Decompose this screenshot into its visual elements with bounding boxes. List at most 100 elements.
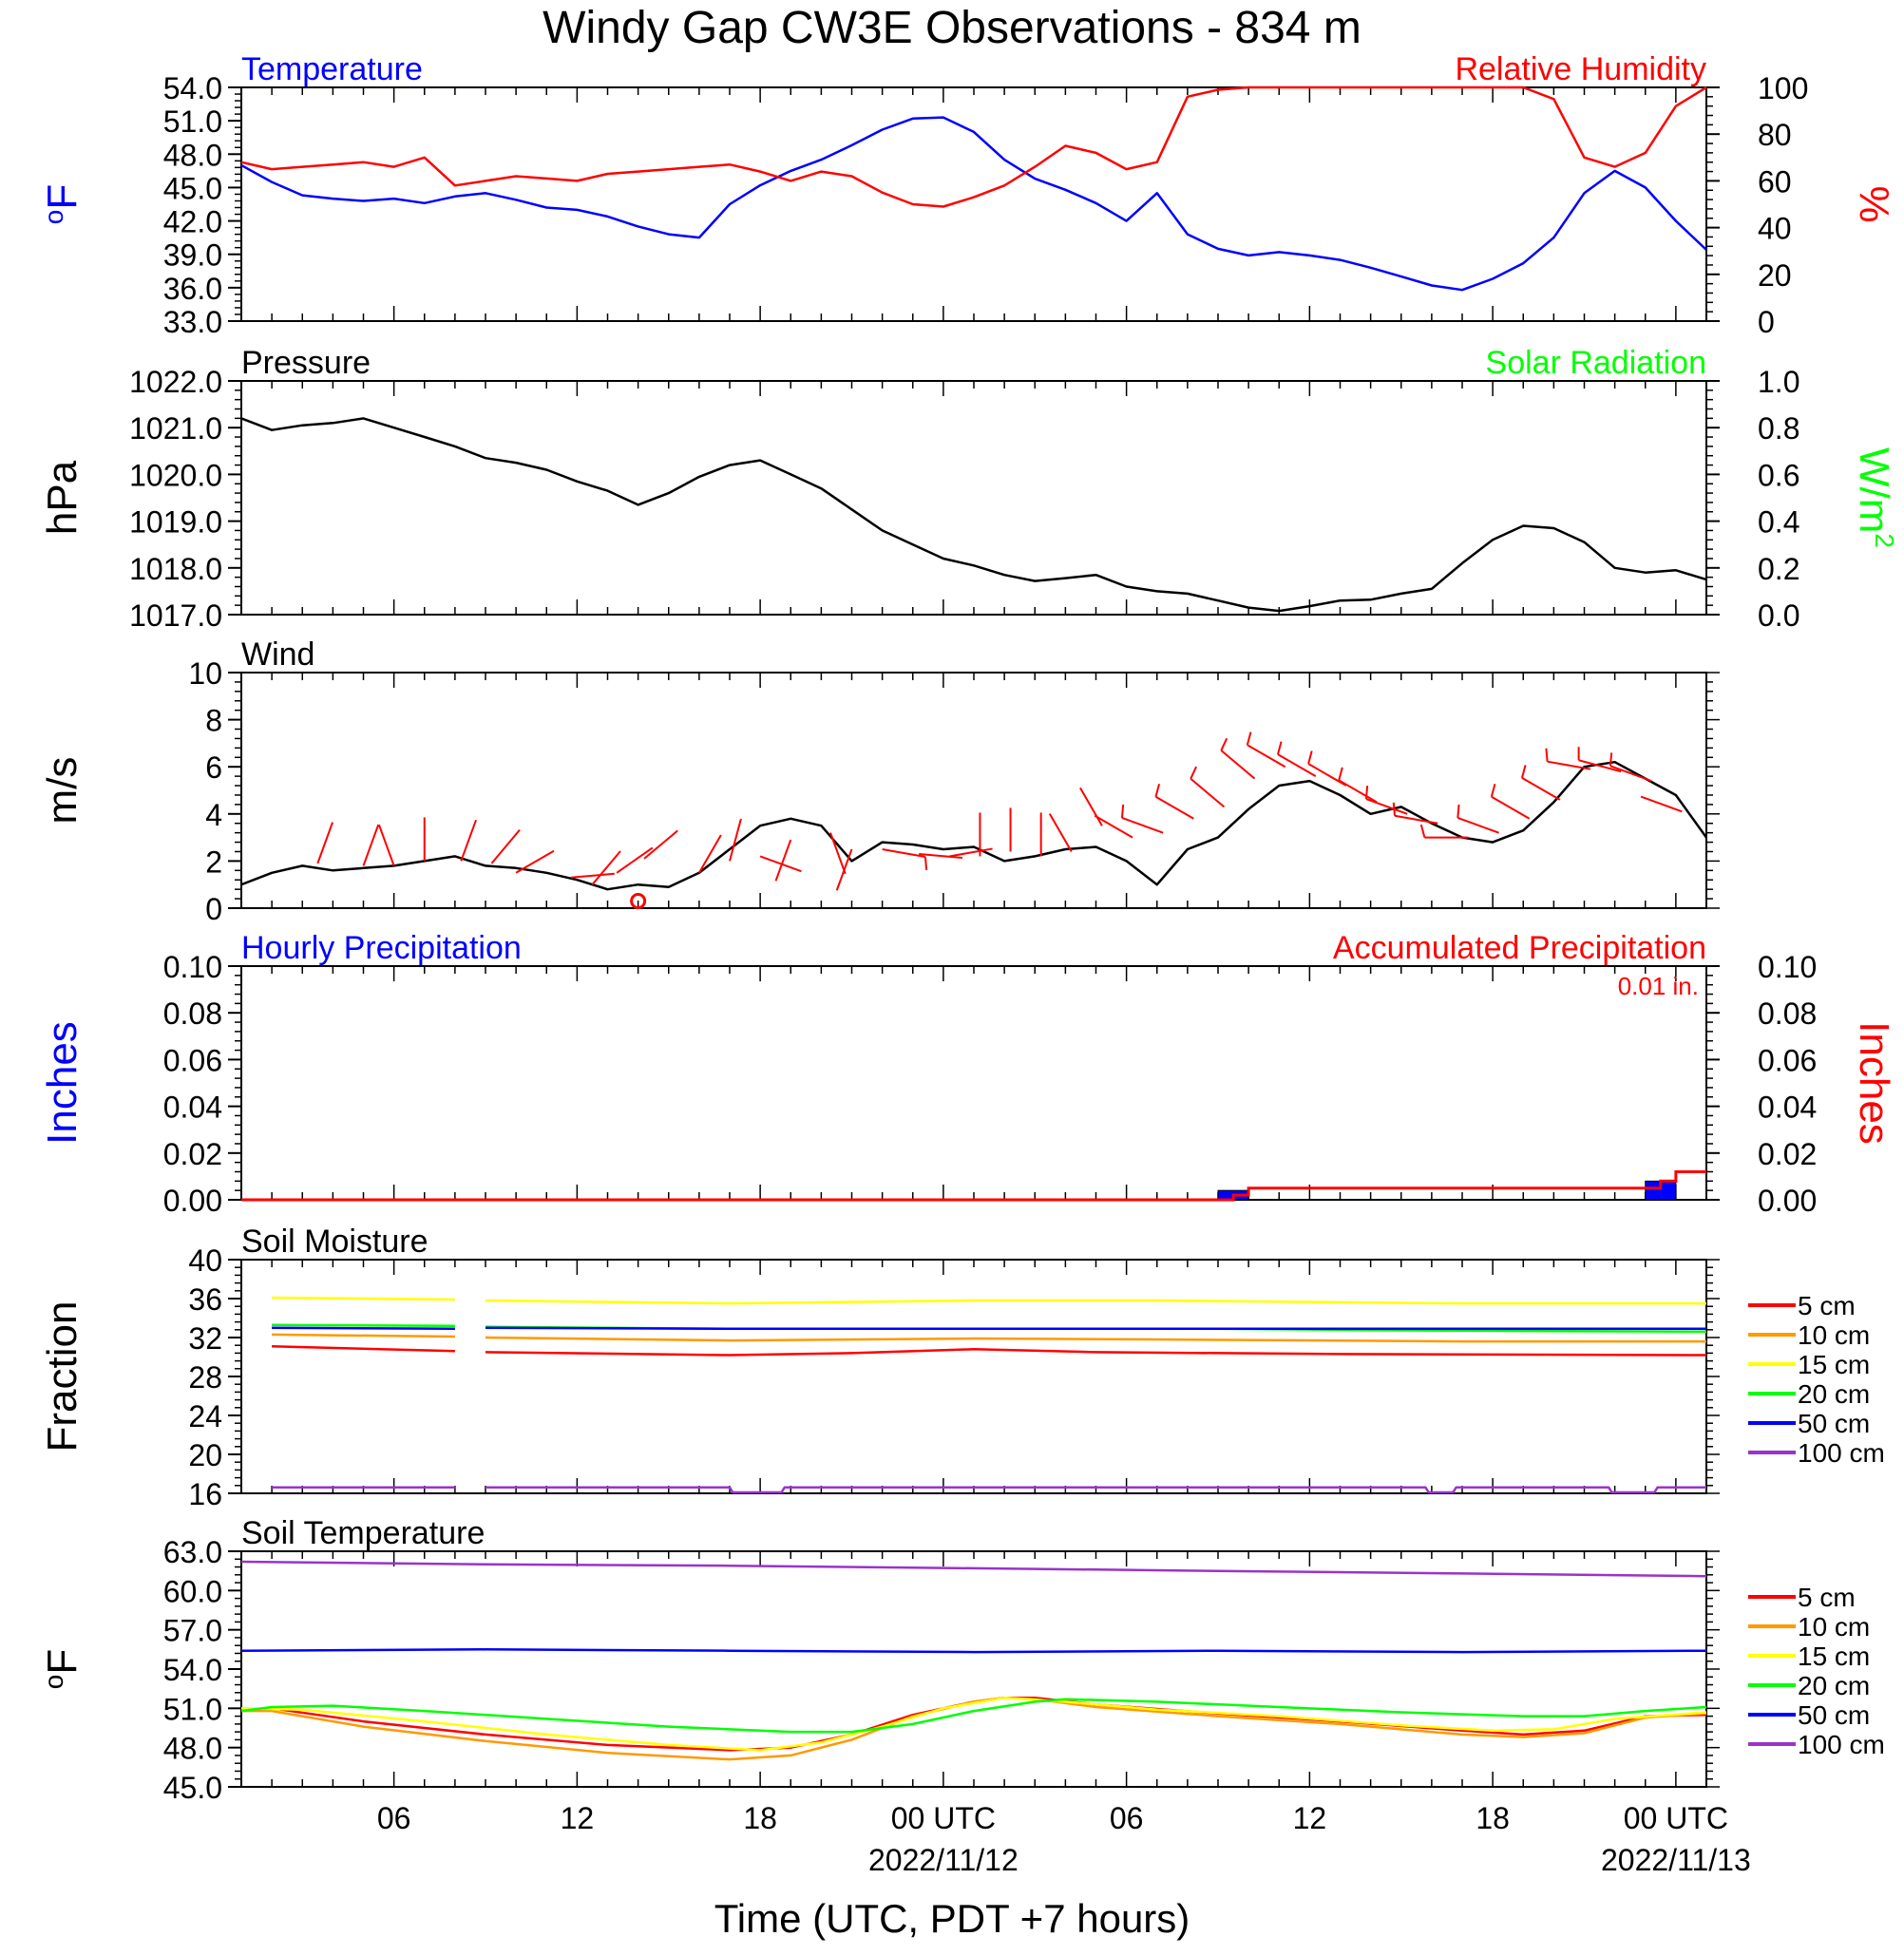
wind-barb <box>1048 813 1073 852</box>
series-line-20-cm <box>272 1323 455 1327</box>
y-tick-label: 39.0 <box>163 238 222 273</box>
y-tick-label: 1022.0 <box>129 365 222 399</box>
y-right-tick-label: 0.8 <box>1758 411 1799 446</box>
wind-barb-flag <box>1545 748 1549 762</box>
panel-title-right: Solar Radiation <box>1486 345 1706 381</box>
y-tick-label: 32 <box>188 1321 222 1356</box>
wind-barb <box>316 822 333 864</box>
wind-barb-flag <box>1220 737 1228 751</box>
x-tick-label: 18 <box>743 1801 777 1835</box>
y-tick-label: 0.08 <box>163 996 222 1031</box>
wind-barb <box>570 872 615 879</box>
panel-soil_moisture <box>228 1259 1796 1494</box>
wind-barb <box>759 855 802 873</box>
x-tick-label: 00 UTC <box>1624 1801 1728 1835</box>
wind-barb <box>515 849 555 874</box>
y-tick-label: 1021.0 <box>129 411 222 446</box>
series-line-50-cm <box>485 1326 1706 1331</box>
y-right-tick-label: 0.06 <box>1758 1043 1817 1077</box>
y-tick-label: 8 <box>205 704 222 738</box>
panel-title-left: Temperature <box>241 51 423 87</box>
x-date-label: 2022/11/13 <box>1601 1843 1751 1877</box>
wind-barb <box>490 828 521 864</box>
y-right-tick-label: 100 <box>1758 71 1808 105</box>
series-line-50-cm <box>240 1648 1707 1654</box>
y-tick-label: 48.0 <box>163 1732 222 1766</box>
panel-frame <box>240 86 1707 322</box>
legend-label: 100 cm <box>1798 1438 1885 1468</box>
y-tick-label: 2 <box>205 845 222 879</box>
x-tick-label: 12 <box>1293 1801 1327 1835</box>
y-axis-label-left: Fraction <box>39 1301 86 1452</box>
y-right-tick-label: 0.00 <box>1758 1184 1817 1218</box>
wind-barb <box>1307 763 1347 787</box>
panel-wind <box>228 672 1720 910</box>
precip-total-annotation: 0.01 in. <box>1618 972 1699 1000</box>
panel-frame <box>240 965 1707 1201</box>
series-line-15-cm <box>240 1697 1707 1752</box>
wind-barb <box>377 824 395 866</box>
y-axis-label-left: oF <box>39 184 86 224</box>
y-axis-label-left: m/s <box>39 757 86 825</box>
wind-barb <box>1220 750 1256 780</box>
wind-barb <box>1154 795 1194 820</box>
y-tick-label: 36 <box>188 1282 222 1317</box>
wind-barb <box>1094 814 1133 839</box>
panel-precip <box>228 965 1720 1202</box>
y-tick-label: 54.0 <box>163 71 222 105</box>
wind-barb-flag <box>923 856 928 871</box>
wind-barb <box>1079 787 1103 826</box>
series-line-15-cm <box>272 1296 455 1301</box>
series-line-relative-humidity <box>240 85 1707 208</box>
panel-title-left: Wind <box>241 636 314 673</box>
panel-frame <box>240 1259 1707 1494</box>
wind-barb <box>591 850 621 885</box>
wind-barb <box>829 832 847 875</box>
y-tick-label: 0.10 <box>163 950 222 984</box>
series-line-5-cm <box>240 1697 1707 1752</box>
x-tick-label: 12 <box>561 1801 595 1835</box>
series-line-20-cm <box>240 1698 1707 1734</box>
wind-barb-flag <box>1154 783 1161 798</box>
wind-barb <box>1521 777 1561 801</box>
y-tick-label: 1017.0 <box>129 598 222 633</box>
series-line-10-cm <box>272 1333 455 1338</box>
panel-title-left: Soil Moisture <box>241 1224 428 1260</box>
wind-barb <box>1578 759 1622 773</box>
legend-label: 5 cm <box>1798 1291 1856 1320</box>
wind-barb <box>616 846 654 874</box>
x-tick-label: 06 <box>377 1801 411 1835</box>
panel-frame <box>240 672 1707 909</box>
wind-barb <box>1121 816 1164 834</box>
y-tick-label: 24 <box>188 1399 222 1433</box>
series-line-15-cm <box>485 1299 1706 1305</box>
y-tick-label: 57.0 <box>163 1614 222 1648</box>
y-right-tick-label: 0.04 <box>1758 1091 1817 1125</box>
y-axis-label-left: Inches <box>39 1021 86 1145</box>
y-right-tick-label: 0.0 <box>1758 598 1799 633</box>
legend-label: 10 cm <box>1798 1320 1870 1350</box>
legend-label: 15 cm <box>1798 1350 1870 1379</box>
wind-barb-flag <box>1490 783 1496 798</box>
y-tick-label: 48.0 <box>163 138 222 172</box>
series-line-100-cm <box>486 1486 1706 1494</box>
legend-label: 50 cm <box>1798 1700 1870 1730</box>
y-right-tick-label: 1.0 <box>1758 365 1799 399</box>
wind-barb <box>1491 795 1531 820</box>
wind-barb <box>698 834 722 874</box>
panel-temp_rh <box>228 85 1720 322</box>
x-date-label: 2022/11/12 <box>868 1843 1019 1877</box>
panel-title-left: Hourly Precipitation <box>241 930 522 966</box>
wind-barb <box>1394 814 1438 825</box>
wind-barb-flag <box>1520 765 1527 779</box>
legend-label: 100 cm <box>1798 1730 1885 1759</box>
legend-label: 5 cm <box>1798 1583 1856 1612</box>
wind-barb <box>949 847 993 858</box>
wind-barb-flag <box>1457 804 1460 818</box>
wind-barb-flag <box>1419 824 1426 838</box>
series-line-5-cm <box>272 1344 455 1353</box>
y-axis-label-right: % <box>1851 185 1897 222</box>
y-axis-label-left: oF <box>39 1649 86 1689</box>
y-tick-label: 28 <box>188 1360 222 1395</box>
